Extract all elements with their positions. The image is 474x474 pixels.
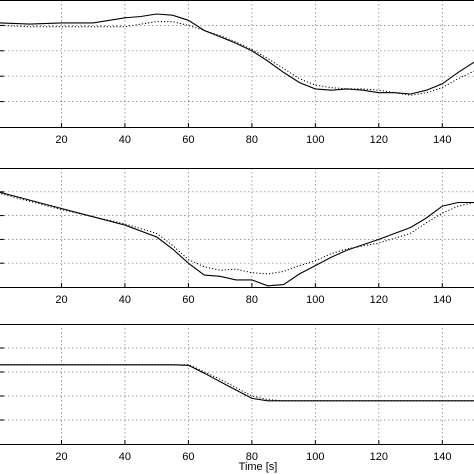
series-dotted-line <box>0 193 474 275</box>
series-dotted-line <box>0 21 474 96</box>
x-tick-label: 100 <box>306 294 324 306</box>
series-solid-line <box>0 13 474 95</box>
x-tick-label: 60 <box>182 294 194 306</box>
series-dotted-line <box>0 364 474 402</box>
x-tick-label: 60 <box>182 134 194 146</box>
series-solid-line <box>0 191 474 287</box>
axes-frame <box>0 0 474 128</box>
axes-frame <box>0 324 474 445</box>
x-tick-label: 100 <box>306 134 324 146</box>
x-tick-label: 120 <box>370 451 388 463</box>
x-tick-label: 20 <box>55 451 67 463</box>
panel-2: 20 40 60 80 100 120 140 <box>0 168 474 306</box>
x-tick-label: 80 <box>246 451 258 463</box>
x-tick-label: 20 <box>55 134 67 146</box>
x-tick-label: 20 <box>55 294 67 306</box>
x-axis-label: Time [s] <box>239 461 278 473</box>
x-tick-label: 140 <box>433 294 451 306</box>
x-tick-label: 60 <box>182 451 194 463</box>
x-tick-label: 140 <box>433 451 451 463</box>
series-solid-line <box>0 364 474 402</box>
x-tick-label: 40 <box>119 294 131 306</box>
axes-frame <box>0 168 474 288</box>
x-tick-label: 100 <box>306 451 324 463</box>
x-tick-label: 40 <box>119 451 131 463</box>
x-tick-label: 140 <box>433 134 451 146</box>
x-tick-label: 40 <box>119 134 131 146</box>
x-tick-label: 120 <box>370 134 388 146</box>
x-tick-label: 80 <box>246 134 258 146</box>
panel-1: 20 40 60 80 100 120 140 <box>0 0 474 146</box>
x-tick-label: 120 <box>370 294 388 306</box>
x-tick-label: 80 <box>246 294 258 306</box>
panel-3: 20 40 60 80 100 120 140 Time [s] <box>0 324 474 473</box>
